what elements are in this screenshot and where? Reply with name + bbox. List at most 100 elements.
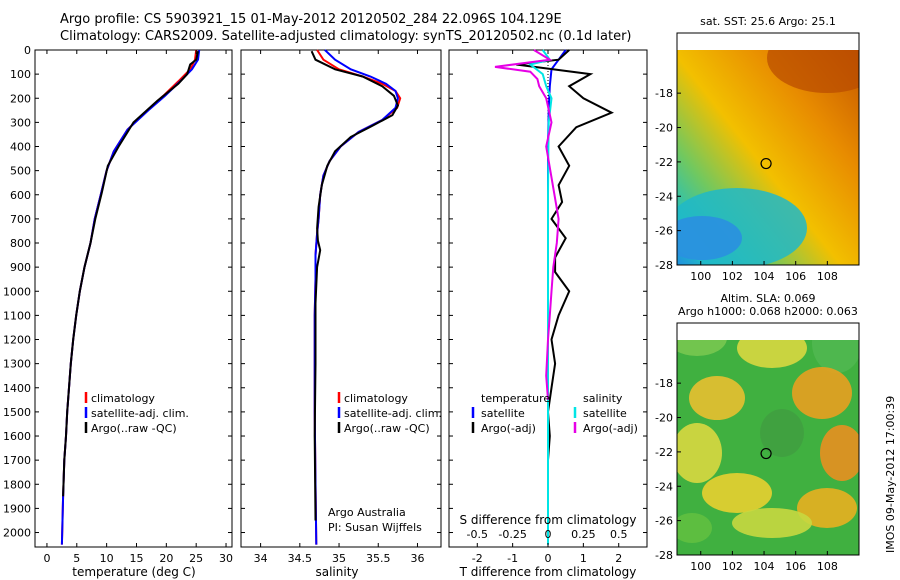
warm-water-patch: [767, 50, 859, 93]
y-tick-label: 700: [10, 213, 31, 226]
map-field: [677, 340, 859, 555]
x-tick-label: 100: [690, 270, 711, 283]
x-tick-label: 108: [817, 560, 838, 573]
sla-map: 100 102 104 106 108 -18 -20 -22 -24 -26 -28: [655, 322, 860, 573]
x-tick-label: 1: [580, 552, 587, 565]
x-tick-label-top: 0.25: [571, 528, 596, 541]
y-tick-label: 1200: [3, 334, 31, 347]
plot-frame: [34, 49, 233, 548]
y-tick-label: 100: [10, 68, 31, 81]
y-tick-label: 1100: [3, 309, 31, 322]
difference-legend: temperature satellite Argo(-adj) salinit…: [471, 392, 638, 435]
y-tick-label: 1500: [3, 406, 31, 419]
sla-anomaly-patch: [820, 425, 859, 481]
y-tick-label: 300: [10, 116, 31, 129]
x-tick-label: 102: [722, 560, 743, 573]
x-tick-label: 15: [129, 552, 143, 565]
y-tick-label: 2000: [3, 527, 31, 540]
y-tick-label: -20: [655, 412, 673, 425]
x-tick-label: 5: [73, 552, 80, 565]
sla-anomaly-patch: [677, 423, 722, 483]
x-tick-label: 10: [100, 552, 114, 565]
plot-frame: [240, 49, 442, 548]
y-tick-label: 1000: [3, 285, 31, 298]
y-tick-label: -18: [655, 87, 673, 100]
figure-title: Argo profile: CS 5903921_15 01-May-2012 …: [60, 12, 562, 27]
x-tick-label: 108: [817, 270, 838, 283]
sla-anomaly-patch: [797, 488, 857, 528]
y-tick-label: 500: [10, 165, 31, 178]
x-tick-label: 0: [545, 552, 552, 565]
salinity-legend: climatology satellite-adj. clim. Argo(..…: [328, 392, 442, 534]
profile-location-marker: [760, 157, 772, 170]
map-frame: [676, 322, 860, 556]
x-tick-label-top: 0.5: [610, 528, 628, 541]
sla-anomaly-patch: [732, 508, 812, 538]
legend-climatology: climatology: [91, 392, 155, 405]
series-line: [313, 49, 402, 545]
temperature-legend: climatology satellite-adj. clim. Argo(..…: [84, 392, 189, 435]
series-line: [528, 49, 553, 545]
sla-anomaly-patch: [689, 376, 745, 420]
sla-anomaly-patch: [737, 340, 807, 368]
series-line: [494, 49, 560, 400]
x-tick-label-top: -0.5: [467, 528, 488, 541]
sla-anomaly-patch: [677, 513, 712, 543]
legend-argo: Argo(..raw -QC): [344, 422, 430, 435]
sst-map: 100 102 104 106 108 -18 -20 -22 -24 -26 -28: [655, 32, 860, 283]
legend-salinity-argo: Argo(-adj): [583, 422, 638, 435]
sla-map-title: Altim. SLA: 0.069: [720, 292, 815, 305]
s-difference-x-label: S difference from climatology: [460, 513, 637, 527]
temperature-x-label: temperature (deg C): [72, 565, 195, 579]
profile-location-marker: [760, 447, 772, 460]
salinity-panel: 34 34.5 35 35.5 36: [240, 49, 442, 565]
y-tick-label: 400: [10, 141, 31, 154]
y-tick-label: -18: [655, 377, 673, 390]
x-tick-label: 102: [722, 270, 743, 283]
sla-anomaly-patch: [760, 409, 804, 457]
salinity-x-label: salinity: [315, 565, 358, 579]
x-tick-label: 2: [615, 552, 622, 565]
y-tick-label: 800: [10, 237, 31, 250]
x-tick-label: 25: [189, 552, 203, 565]
x-tick-label: 30: [219, 552, 233, 565]
y-tick-label: 0: [24, 44, 31, 57]
y-tick-label: -28: [655, 259, 673, 272]
x-tick-label: 106: [785, 270, 806, 283]
x-tick-label: 34: [254, 552, 268, 565]
x-tick-label-top: -0.25: [498, 528, 526, 541]
annotation-pi: PI: Susan Wijffels: [328, 521, 422, 534]
legend-temperature-heading: temperature: [481, 392, 550, 405]
y-tick-label: 1800: [3, 478, 31, 491]
x-tick-label: 104: [754, 270, 775, 283]
series-line: [313, 49, 399, 545]
sla-anomaly-patch: [677, 340, 727, 356]
y-tick-label: 1300: [3, 358, 31, 371]
series-line: [310, 50, 400, 521]
x-tick-label: 104: [754, 560, 775, 573]
x-tick-label: 35: [332, 552, 346, 565]
sla-anomaly-patch: [812, 340, 859, 373]
x-tick-label: -2: [472, 552, 483, 565]
y-tick-label: 600: [10, 189, 31, 202]
figure-subtitle: Climatology: CARS2009. Satellite-adjuste…: [60, 29, 632, 44]
difference-panel: -2 -1 0 1 2 -0.5 -0.25 0 0.25 0.5: [448, 49, 648, 565]
series-line: [60, 49, 198, 545]
series-line: [62, 50, 199, 497]
y-tick-label: 200: [10, 92, 31, 105]
x-tick-label: 36: [410, 552, 424, 565]
y-tick-label: -26: [655, 225, 673, 238]
legend-salinity-satellite: satellite: [583, 407, 627, 420]
x-tick-label: 100: [690, 560, 711, 573]
y-tick-label: 1400: [3, 382, 31, 395]
sla-anomaly-patch: [702, 473, 772, 513]
legend-satellite: satellite-adj. clim.: [91, 407, 189, 420]
x-tick-label: 35.5: [366, 552, 391, 565]
temperature-panel: 0 5 10 15 20 25 300100200300400500600700800900…: [3, 44, 233, 565]
y-tick-label: 1600: [3, 430, 31, 443]
map-frame: [676, 32, 860, 266]
legend-argo: Argo(..raw -QC): [91, 422, 177, 435]
timestamp-stamp: IMOS 09-May-2012 17:00:39: [884, 395, 897, 553]
sla-map-subtitle: Argo h1000: 0.068 h2000: 0.063: [678, 305, 858, 318]
